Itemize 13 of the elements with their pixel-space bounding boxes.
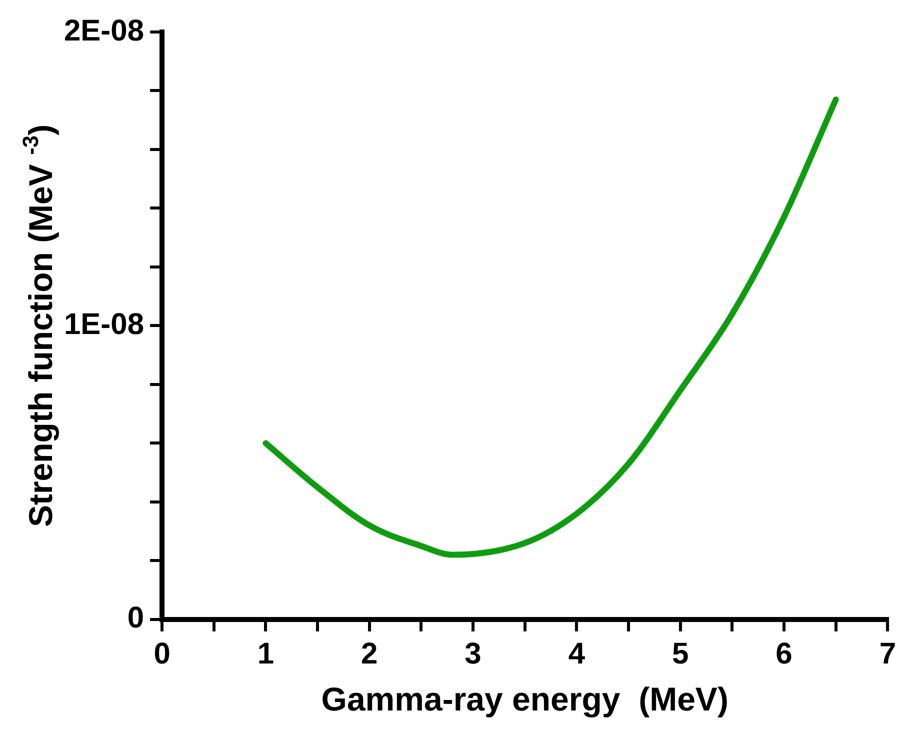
x-tick-label: 6	[776, 638, 792, 671]
y-tick-label: 0	[127, 602, 144, 635]
y-tick-label: 1E-08	[64, 308, 144, 341]
x-tick-label: 2	[361, 638, 378, 671]
x-tick-label: 1	[257, 638, 274, 671]
y-tick-label: 2E-08	[64, 14, 144, 48]
x-tick-label: 3	[464, 638, 482, 671]
x-axis-title: Gamma-ray energy (MeV)	[321, 680, 728, 718]
x-tick-label: 5	[672, 638, 689, 671]
x-tick-label: 0	[154, 638, 170, 671]
x-tick-label: 7	[879, 638, 896, 671]
x-tick-label: 4	[568, 638, 586, 671]
y-axis-title: Strength function (MeV -3)	[18, 124, 59, 528]
